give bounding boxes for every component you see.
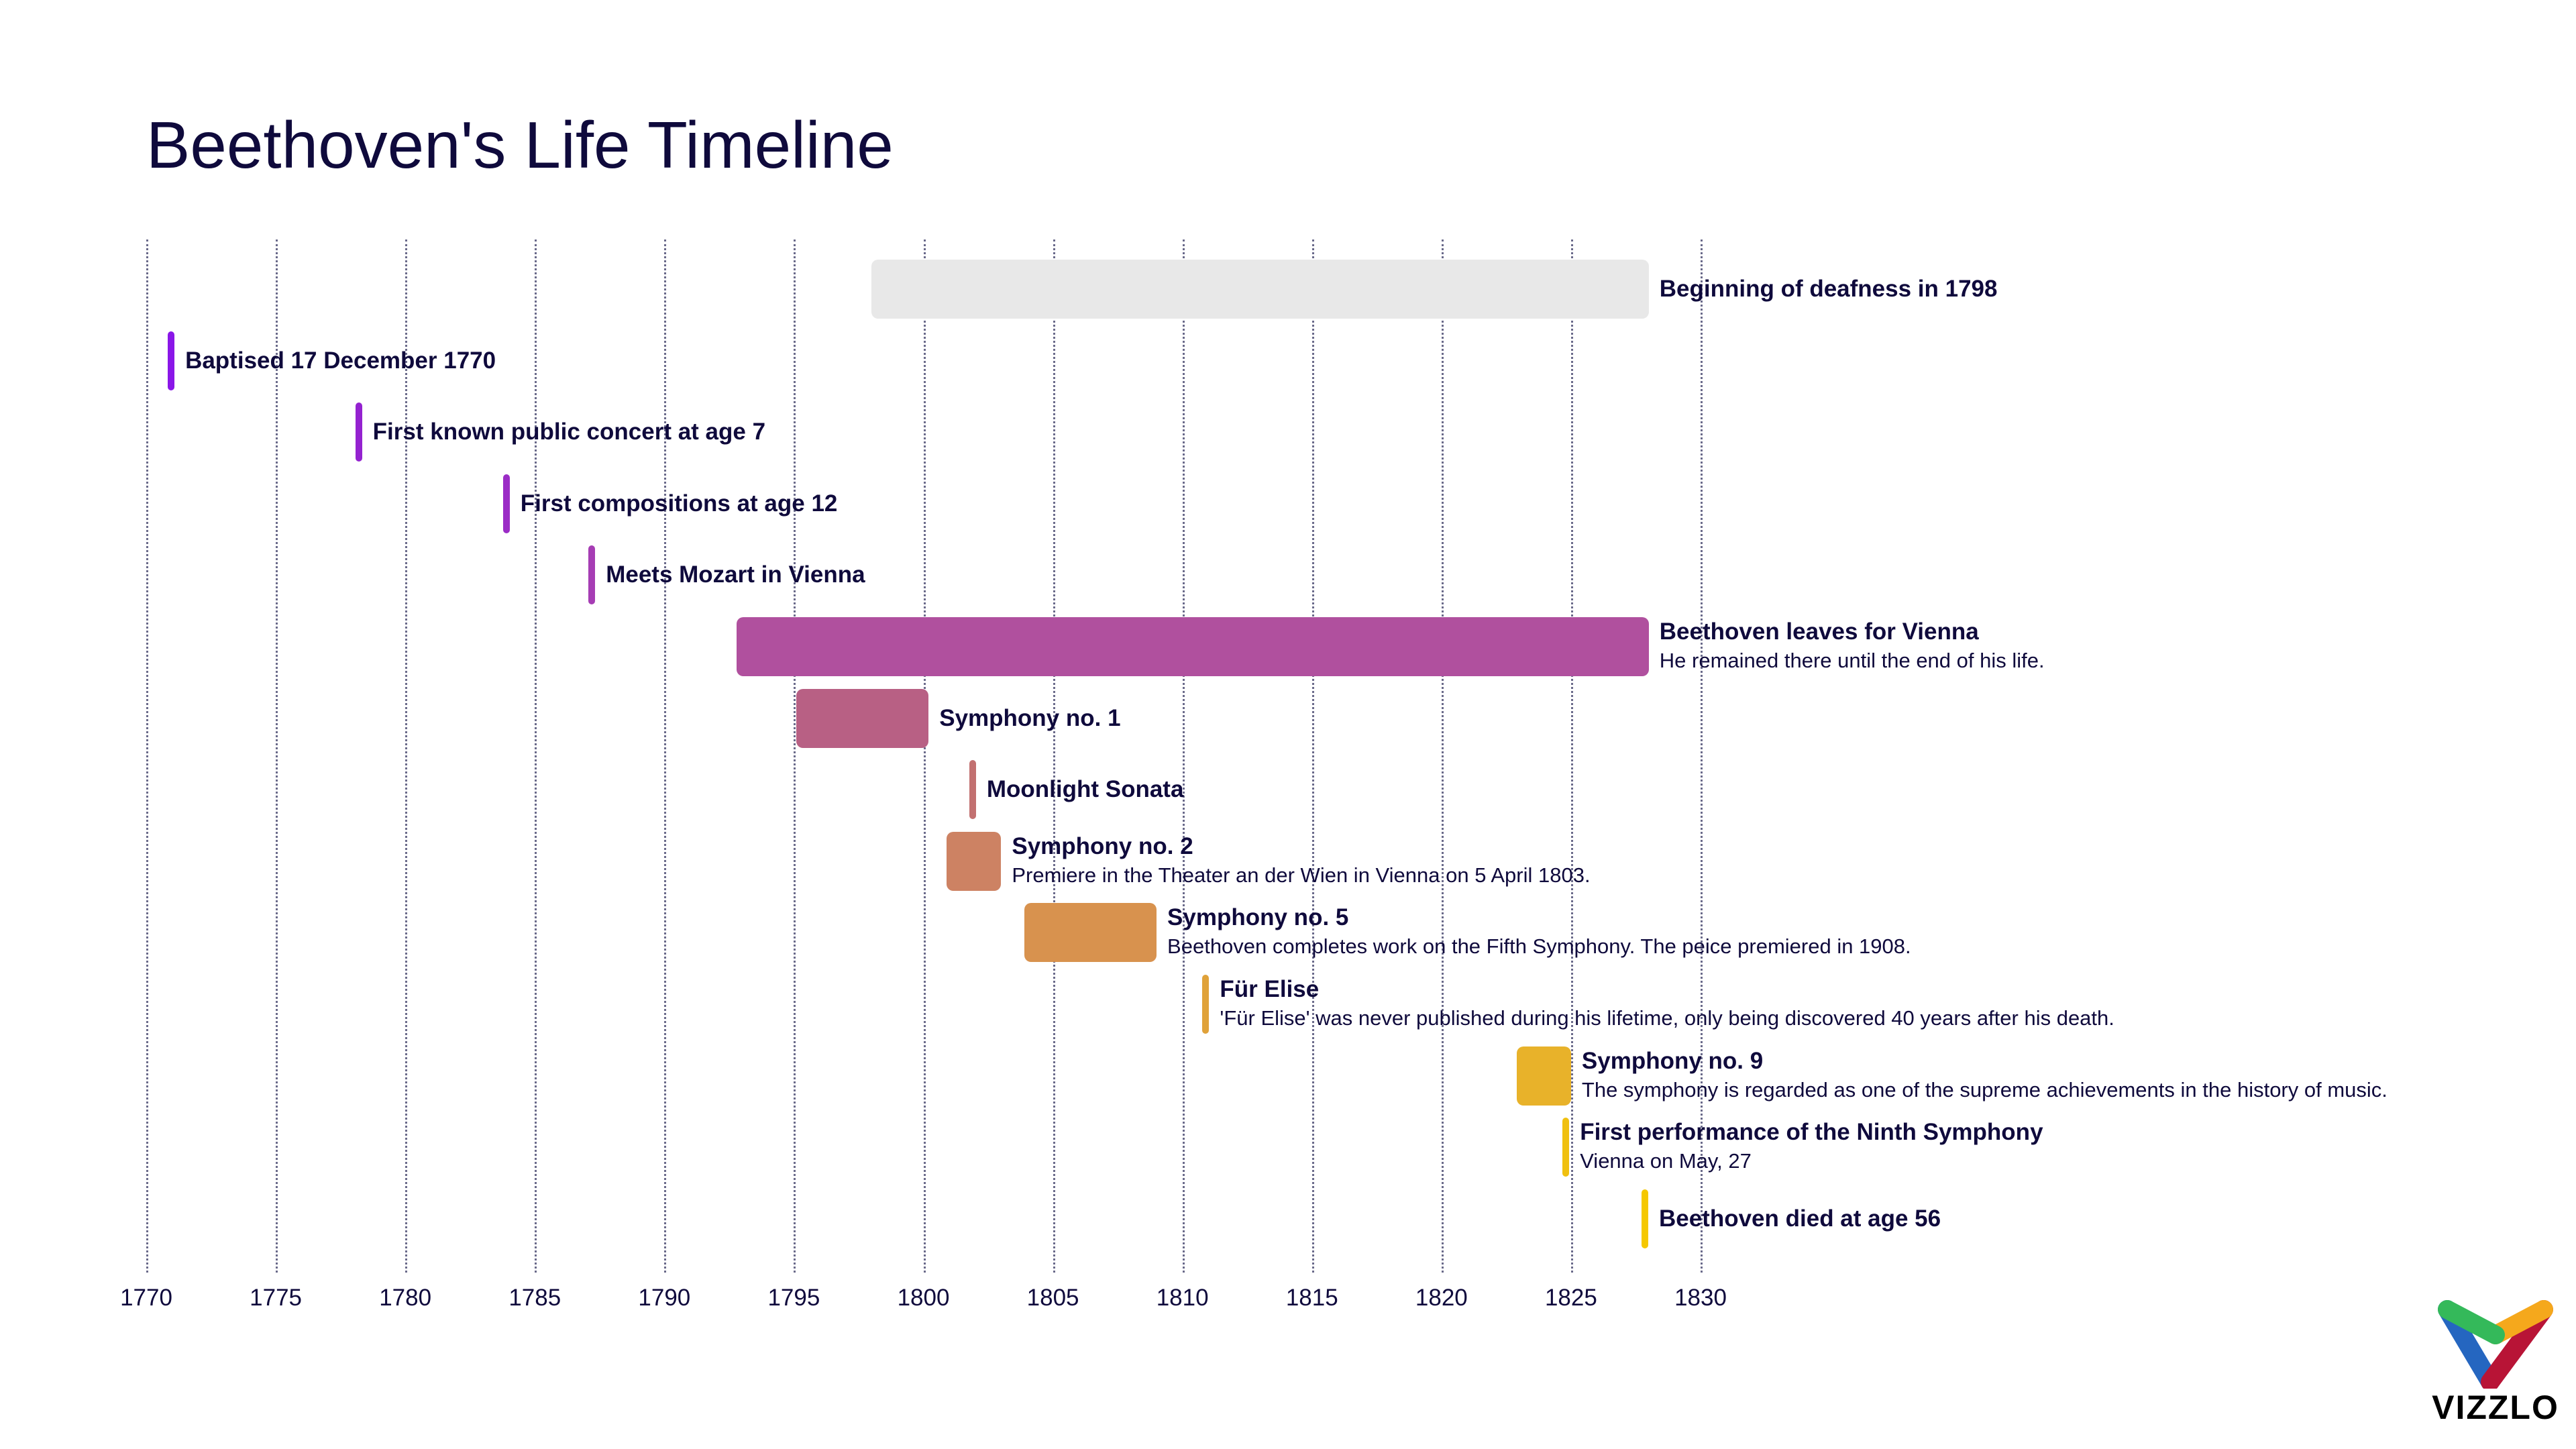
gridline (1053, 239, 1055, 1273)
vizzlo-logo[interactable]: VIZZLO (2428, 1295, 2563, 1427)
event-description: Vienna on May, 27 (1580, 1149, 1752, 1173)
gridline (276, 239, 278, 1273)
x-tick-label: 1770 (120, 1285, 172, 1311)
x-tick-label: 1815 (1285, 1285, 1338, 1311)
event-title: Beethoven leaves for Vienna (1659, 619, 1979, 645)
event-title: First known public concert at age 7 (372, 419, 766, 445)
event-label: Beethoven died at age 56 (1659, 1204, 1941, 1234)
event-title: Moonlight Sonata (986, 776, 1184, 803)
event-label: Symphony no. 2 Premiere in the Theater an… (1012, 832, 1590, 890)
event-label: Symphony no. 5 Beethoven completes work o… (1167, 903, 1911, 961)
event-title: Für Elise (1220, 976, 1320, 1002)
gridline (1441, 239, 1444, 1273)
event-title: First compositions at age 12 (520, 490, 838, 517)
event-label: Baptised 17 December 1770 (185, 346, 496, 376)
event-bar[interactable] (737, 617, 1649, 676)
event-description: The symphony is regarded as one of the s… (1581, 1077, 2387, 1102)
gridline (664, 239, 667, 1273)
event-label: Symphony no. 9 The symphony is regarded a… (1582, 1046, 2387, 1104)
event-bar[interactable] (1024, 903, 1157, 963)
event-marker[interactable] (502, 474, 510, 533)
event-title: Symphony no. 9 (1581, 1047, 1764, 1074)
gridline (923, 239, 926, 1273)
gridline (1311, 239, 1314, 1273)
event-title: Symphony no. 2 (1012, 833, 1193, 859)
event-bar[interactable] (796, 688, 929, 748)
event-marker[interactable] (588, 545, 596, 605)
event-label: Meets Mozart in Vienna (606, 560, 865, 590)
event-label: Moonlight Sonata (987, 775, 1184, 804)
event-marker[interactable] (1641, 1189, 1648, 1248)
event-marker[interactable] (969, 760, 976, 820)
gridline (535, 239, 537, 1273)
event-marker[interactable] (168, 331, 175, 390)
event-label: Beethoven leaves for Vienna He remained t… (1660, 617, 2045, 675)
x-tick-label: 1805 (1026, 1285, 1079, 1311)
event-label: First compositions at age 12 (521, 489, 838, 519)
x-tick-label: 1800 (897, 1285, 950, 1311)
logo-text: VIZZLO (2432, 1389, 2559, 1426)
x-tick-label: 1810 (1156, 1285, 1209, 1311)
event-title: Symphony no. 5 (1167, 904, 1349, 931)
event-label: Symphony no. 1 (939, 704, 1120, 733)
chart-title: Beethoven's Life Timeline (146, 108, 894, 182)
event-title: Meets Mozart in Vienna (606, 561, 865, 588)
event-description: Premiere in the Theater an der Wien in V… (1012, 863, 1591, 887)
event-description: He remained there until the end of his l… (1659, 649, 2045, 672)
x-tick-label: 1820 (1415, 1285, 1468, 1311)
x-tick-label: 1795 (767, 1285, 820, 1311)
event-marker[interactable] (355, 402, 362, 462)
event-title: Beginning of deafness in 1798 (1659, 276, 1998, 302)
gridline (405, 239, 408, 1273)
x-tick-label: 1830 (1674, 1285, 1727, 1311)
event-label: Für Elise 'Für Elise' was never published… (1220, 975, 2114, 1032)
gridline (146, 239, 148, 1273)
event-label: Beginning of deafness in 1798 (1660, 274, 1998, 304)
event-description: Beethoven completes work on the Fifth Sy… (1167, 934, 1911, 959)
event-title: Symphony no. 1 (939, 704, 1121, 731)
event-label: First performance of the Ninth Symphony V… (1580, 1118, 2043, 1175)
gridline (1182, 239, 1185, 1273)
gridline (794, 239, 796, 1273)
gridline (1701, 239, 1703, 1273)
event-title: Baptised 17 December 1770 (185, 347, 496, 374)
vizzlo-logo-icon (2438, 1300, 2553, 1391)
x-tick-label: 1825 (1544, 1285, 1597, 1311)
event-bar[interactable] (947, 831, 1002, 891)
x-tick-label: 1775 (250, 1285, 303, 1311)
x-tick-label: 1790 (638, 1285, 691, 1311)
event-title: First performance of the Ninth Symphony (1580, 1119, 2043, 1146)
event-bar[interactable] (1516, 1046, 1571, 1106)
event-title: Beethoven died at age 56 (1658, 1205, 1941, 1232)
x-tick-label: 1785 (508, 1285, 561, 1311)
x-tick-label: 1780 (379, 1285, 432, 1311)
event-marker[interactable] (1562, 1118, 1570, 1177)
event-marker[interactable] (1202, 975, 1210, 1034)
gridline (1570, 239, 1573, 1273)
event-bar[interactable] (871, 260, 1649, 319)
event-description: 'Für Elise' was never published during h… (1220, 1006, 2114, 1030)
event-label: First known public concert at age 7 (373, 417, 765, 447)
